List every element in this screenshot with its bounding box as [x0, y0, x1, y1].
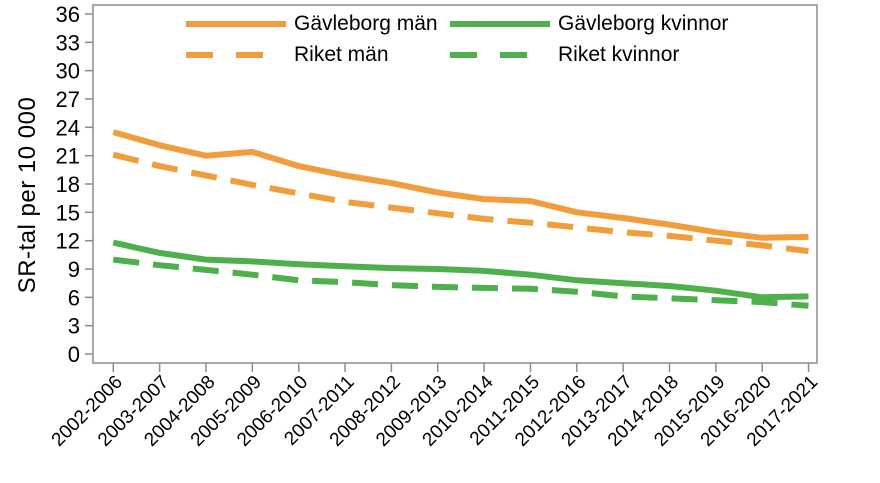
y-axis-title: SR-tal per 10 000: [14, 96, 41, 294]
y-tick-label: 0: [68, 342, 80, 367]
y-tick-label: 15: [56, 200, 80, 225]
legend-swatch-riket-man: [186, 52, 264, 58]
legend-swatch-gavleborg-man: [186, 21, 286, 27]
legend-swatch-riket-kvinnor: [450, 52, 528, 58]
legend: Gävleborg män Gävleborg kvinnor Riket mä…: [186, 13, 728, 66]
y-tick-label: 21: [56, 144, 80, 169]
series-line-3: [112, 256, 809, 309]
y-tick-label: 27: [56, 87, 80, 112]
y-tick-label: 18: [56, 172, 80, 197]
y-tick-label: 3: [68, 314, 80, 339]
legend-label-riket-kvinnor: Riket kvinnor: [558, 43, 680, 66]
y-tick-label: 9: [68, 257, 80, 282]
series-line-2: [112, 239, 809, 301]
legend-label-gavleborg-kvinnor: Gävleborg kvinnor: [558, 12, 729, 35]
legend-label-riket-man: Riket män: [294, 43, 389, 66]
series-line-0: [112, 129, 809, 241]
y-tick-label: 24: [56, 115, 80, 140]
y-tick-label: 33: [56, 30, 80, 55]
legend-label-gavleborg-man: Gävleborg män: [294, 12, 438, 35]
series-line-1: [112, 151, 809, 255]
y-tick-label: 36: [56, 2, 80, 27]
y-tick-label: 12: [56, 229, 80, 254]
y-tick-label: 6: [68, 285, 80, 310]
y-tick-label: 30: [56, 59, 80, 84]
legend-swatch-gavleborg-kvinnor: [450, 21, 550, 27]
